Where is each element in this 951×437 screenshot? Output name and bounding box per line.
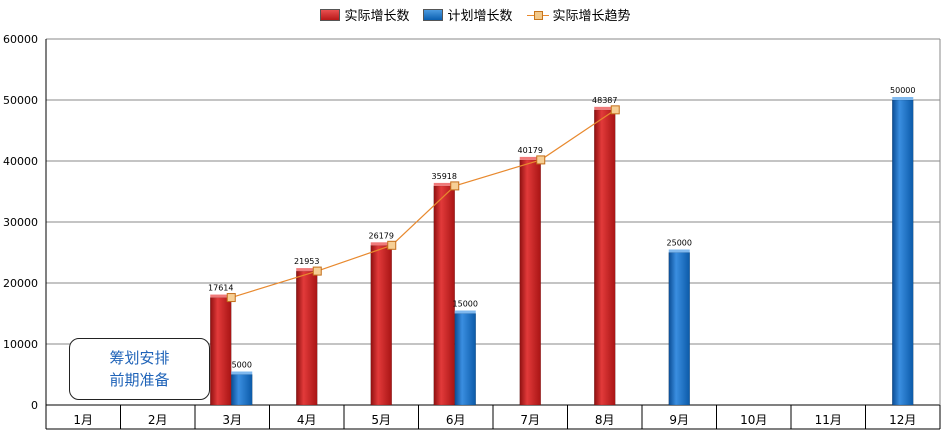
bar-actual[interactable] (210, 297, 232, 406)
x-tick-label: 9月 (669, 413, 689, 427)
annotation-line-2: 前期准备 (109, 371, 170, 389)
bar-plan-top (892, 97, 914, 100)
x-tick-label: 11月 (815, 413, 842, 427)
bar-actual-top (296, 268, 318, 272)
data-label: 35918 (432, 172, 457, 181)
trend-marker[interactable] (226, 293, 236, 303)
data-label: 15000 (453, 300, 478, 309)
y-tick-label: 60000 (3, 33, 38, 46)
x-tick-label: 7月 (520, 413, 540, 427)
trend-line (231, 109, 616, 299)
x-tick-label: 10月 (740, 413, 767, 427)
x-tick-label: 2月 (148, 413, 168, 427)
bar-actual[interactable] (433, 185, 455, 406)
legend: 实际增长数 计划增长数 实际增长趋势 (0, 5, 951, 24)
trend-marker[interactable] (536, 155, 546, 165)
bar-plan[interactable] (892, 99, 914, 406)
legend-label-plan: 计划增长数 (447, 9, 513, 24)
x-tick-label: 8月 (595, 413, 615, 427)
x-tick-label: 1月 (73, 413, 93, 427)
legend-label-actual: 实际增长数 (344, 9, 410, 24)
bar-actual-top (370, 242, 392, 246)
data-label: 25000 (667, 239, 692, 248)
x-tick-label: 6月 (446, 413, 466, 427)
trend-marker[interactable] (387, 240, 397, 250)
y-tick-label: 0 (31, 399, 38, 412)
bar-actual-top (210, 294, 232, 298)
x-tick-label: 5月 (371, 413, 391, 427)
data-label: 50000 (890, 86, 915, 95)
y-tick-label: 40000 (3, 155, 38, 168)
x-tick-label: 4月 (297, 413, 317, 427)
bar-plan-top (454, 310, 476, 314)
legend-item-trend[interactable]: 实际增长趋势 (526, 5, 631, 24)
bar-actual-top (594, 106, 616, 110)
legend-label-trend: 实际增长趋势 (552, 9, 631, 24)
bar-actual-top (433, 182, 455, 186)
data-label: 40179 (518, 146, 543, 155)
data-label: 21953 (294, 257, 319, 266)
data-label: 5000 (232, 361, 252, 370)
legend-swatch-actual (320, 8, 341, 21)
y-tick-label: 20000 (3, 277, 38, 290)
bar-plan[interactable] (231, 374, 253, 406)
bar-plan[interactable] (454, 313, 476, 406)
data-label: 17614 (208, 284, 233, 293)
y-tick-label: 10000 (3, 338, 38, 351)
bar-plan[interactable] (668, 252, 690, 406)
data-label: 48387 (592, 96, 617, 105)
legend-swatch-trend (526, 10, 549, 20)
y-tick-label: 50000 (3, 94, 38, 107)
trend-marker[interactable] (610, 105, 620, 115)
bar-plan-top (668, 249, 690, 253)
annotation-box: 筹划安排 前期准备 (69, 338, 210, 400)
annotation-line-1: 筹划安排 (109, 349, 170, 367)
trend-marker[interactable] (450, 181, 460, 191)
y-tick-label: 30000 (3, 216, 38, 229)
bar-actual[interactable] (519, 159, 541, 406)
bar-plan-top (231, 371, 253, 375)
bar-actual[interactable] (370, 245, 392, 406)
legend-item-plan[interactable]: 计划增长数 (423, 5, 513, 24)
data-label: 26179 (369, 231, 394, 240)
legend-item-actual[interactable]: 实际增长数 (320, 5, 409, 24)
bar-actual-top (519, 156, 541, 160)
legend-swatch-plan (423, 8, 444, 21)
x-tick-label: 3月 (222, 413, 242, 427)
trend-marker[interactable] (312, 266, 322, 276)
bar-actual[interactable] (594, 109, 616, 406)
bar-actual[interactable] (296, 270, 318, 406)
x-tick-label: 12月 (889, 413, 916, 427)
